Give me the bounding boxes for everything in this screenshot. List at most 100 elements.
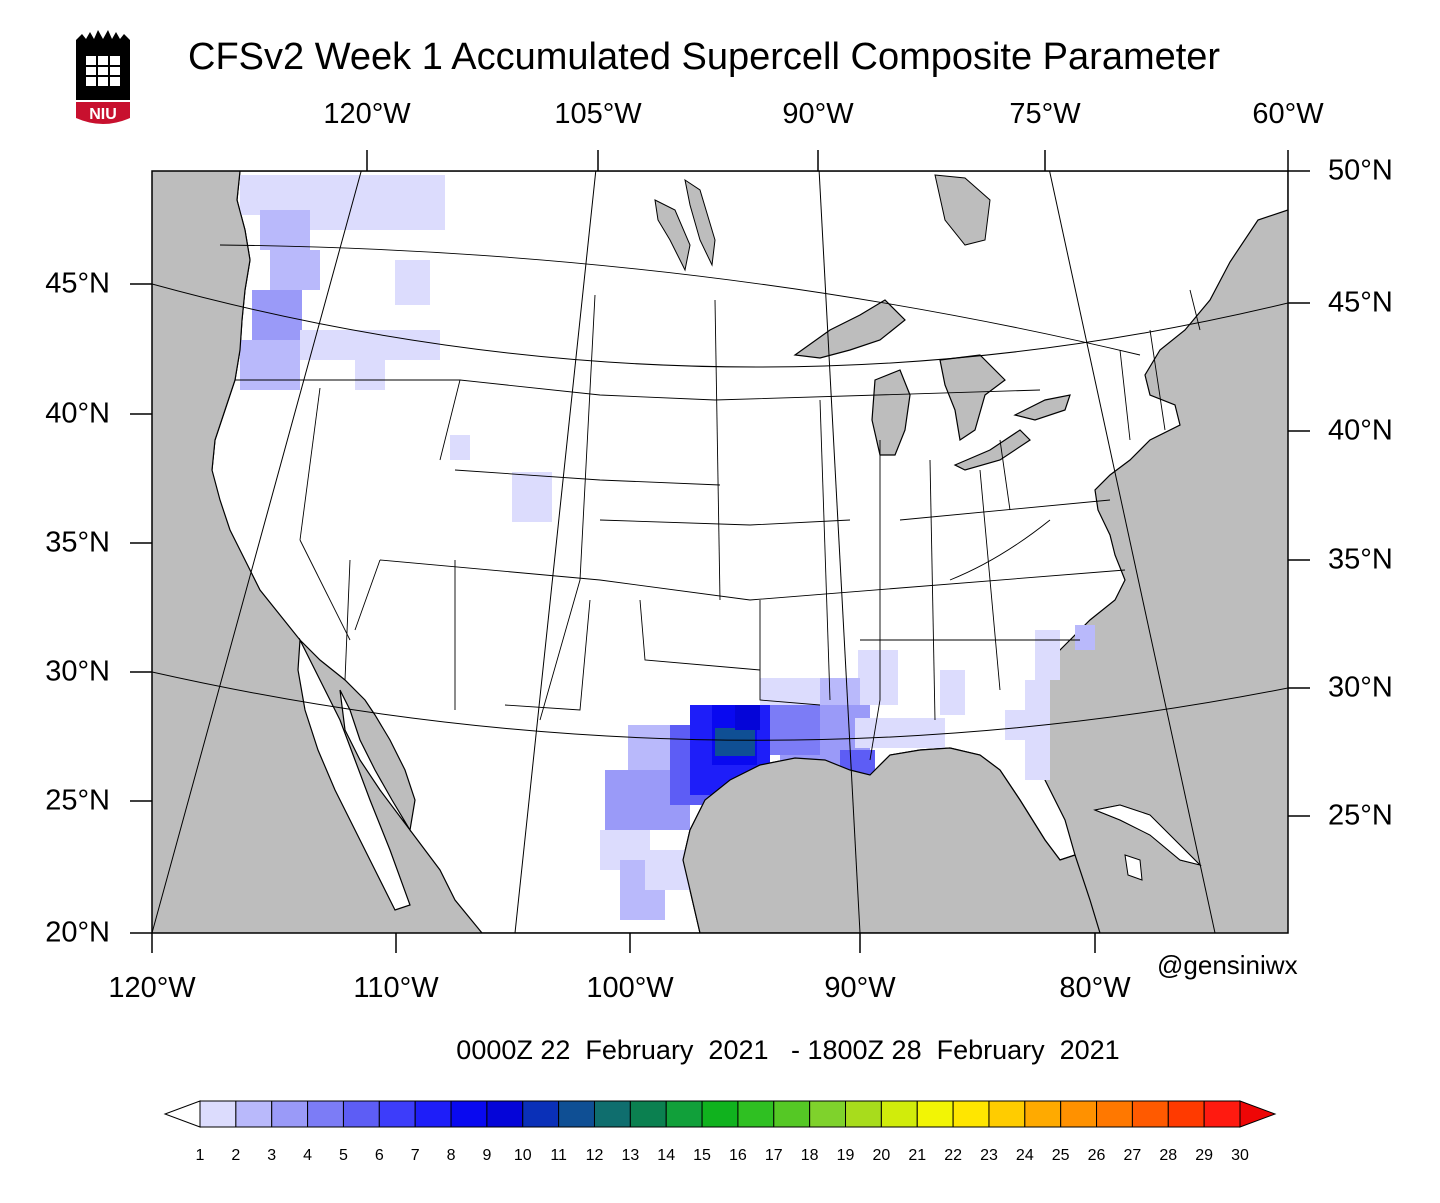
bottom-lon-label: 80°W	[1059, 972, 1131, 1004]
colorbar-label: 24	[1016, 1147, 1034, 1164]
colorbar-box	[665, 1100, 703, 1128]
colorbar-label: 10	[514, 1147, 532, 1164]
colorbar-box	[737, 1100, 775, 1128]
colorbar-label: 13	[621, 1147, 639, 1164]
top-lon-label: 60°W	[1252, 98, 1324, 130]
right-lat-label: 40°N	[1328, 414, 1393, 447]
right-lat-label: 50°N	[1328, 154, 1393, 187]
baja-peninsula	[297, 637, 411, 911]
colorbar-min-triangle	[163, 1100, 201, 1128]
colorbar-label: 18	[801, 1147, 819, 1164]
colorbar-box	[916, 1100, 954, 1128]
bottom-lon-label: 90°W	[824, 972, 896, 1004]
colorbar-label: 17	[765, 1147, 783, 1164]
colorbar-box	[414, 1100, 452, 1128]
colorbar-box	[522, 1100, 560, 1128]
map-frame	[151, 170, 1289, 934]
colorbar-label: 21	[908, 1147, 926, 1164]
top-lon-label: 120°W	[323, 98, 411, 130]
colorbar-label: 1	[196, 1147, 205, 1164]
colorbar-box	[378, 1100, 416, 1128]
colorbar-box	[450, 1100, 488, 1128]
left-lat-label: 40°N	[45, 397, 110, 430]
right-lat-label: 45°N	[1328, 286, 1393, 319]
colorbar-max-triangle	[1239, 1100, 1277, 1128]
colorbar-label: 29	[1195, 1147, 1213, 1164]
left-lat-label: 35°N	[45, 526, 110, 559]
colorbar-label: 22	[944, 1147, 962, 1164]
colorbar-label: 2	[231, 1147, 240, 1164]
left-lat-label: 45°N	[45, 267, 110, 300]
svg-text:NIU: NIU	[89, 106, 117, 123]
page-title: CFSv2 Week 1 Accumulated Supercell Compo…	[188, 36, 1221, 78]
colorbar-box	[809, 1100, 847, 1128]
great-lakes	[793, 299, 1071, 471]
colorbar-box	[235, 1100, 273, 1128]
colorbar-label: 26	[1088, 1147, 1106, 1164]
colorbar-box	[199, 1100, 237, 1128]
colorbar-box	[845, 1100, 882, 1128]
left-lat-label: 20°N	[45, 916, 110, 949]
colorbar-box	[1096, 1100, 1133, 1128]
axis-ticks	[130, 150, 1310, 953]
canada-lakes	[654, 174, 991, 272]
pacific-coast	[211, 171, 251, 471]
colorbar-label: 7	[411, 1147, 420, 1164]
colorbar-box	[342, 1100, 380, 1128]
colorbar-label: 6	[375, 1147, 384, 1164]
left-lat-label: 25°N	[45, 784, 110, 817]
colorbar-box	[486, 1100, 524, 1128]
colorbar-box	[1167, 1100, 1205, 1128]
colorbar-box	[558, 1100, 595, 1128]
right-lat-label: 35°N	[1328, 543, 1393, 576]
colorbar-label: 23	[980, 1147, 998, 1164]
colorbar-box	[773, 1100, 811, 1128]
colorbar-box	[952, 1100, 990, 1128]
colorbar-label: 8	[447, 1147, 456, 1164]
bottom-lon-label: 110°W	[353, 972, 439, 1004]
colorbar-label: 28	[1159, 1147, 1177, 1164]
graticule	[152, 171, 1288, 933]
author-credit: @gensiniwx	[1157, 950, 1298, 980]
gulf-water	[682, 747, 1101, 933]
colorbar-box	[593, 1100, 631, 1128]
bottom-lon-label: 120°W	[108, 972, 196, 1004]
colorbar-box	[988, 1100, 1026, 1128]
colorbar-label: 12	[586, 1147, 604, 1164]
date-range: 0000Z 22 February 2021 - 1800Z 28 Februa…	[456, 1035, 1120, 1065]
colorbar-box	[307, 1100, 344, 1128]
colorbar-box	[629, 1100, 667, 1128]
colorbar-label: 4	[303, 1147, 312, 1164]
colorbar-label: 27	[1124, 1147, 1142, 1164]
right-lat-label: 30°N	[1328, 671, 1393, 704]
colorbar-label: 9	[482, 1147, 491, 1164]
colorbar-box	[1024, 1100, 1062, 1128]
colorbar-box	[1060, 1100, 1098, 1128]
colorbar-label: 11	[550, 1147, 567, 1164]
colorbar-label: 19	[837, 1147, 855, 1164]
bottom-lon-label: 100°W	[586, 972, 674, 1004]
colorbar-box	[1131, 1100, 1169, 1128]
colorbar-box	[1203, 1100, 1241, 1128]
top-lon-label: 90°W	[782, 98, 854, 130]
niu-logo-icon: NIU	[76, 30, 130, 124]
colorbar-label: 20	[872, 1147, 890, 1164]
right-lat-label: 25°N	[1328, 799, 1393, 832]
top-lon-label: 105°W	[554, 98, 642, 130]
gulf-island	[1124, 854, 1143, 881]
top-lon-label: 75°W	[1009, 98, 1081, 130]
pacific-water	[152, 171, 250, 470]
left-lat-label: 30°N	[45, 655, 110, 688]
colorbar-label: 25	[1052, 1147, 1070, 1164]
colorbar-label: 16	[729, 1147, 747, 1164]
colorbar-label: 5	[339, 1147, 348, 1164]
colorbar-box	[880, 1100, 918, 1128]
state-borders	[219, 244, 1201, 761]
colorbar-box	[701, 1100, 739, 1128]
colorbar-box	[271, 1100, 309, 1128]
colorbar-label: 15	[693, 1147, 711, 1164]
colorbar-label: 30	[1231, 1147, 1249, 1164]
colorbar-label: 14	[657, 1147, 675, 1164]
